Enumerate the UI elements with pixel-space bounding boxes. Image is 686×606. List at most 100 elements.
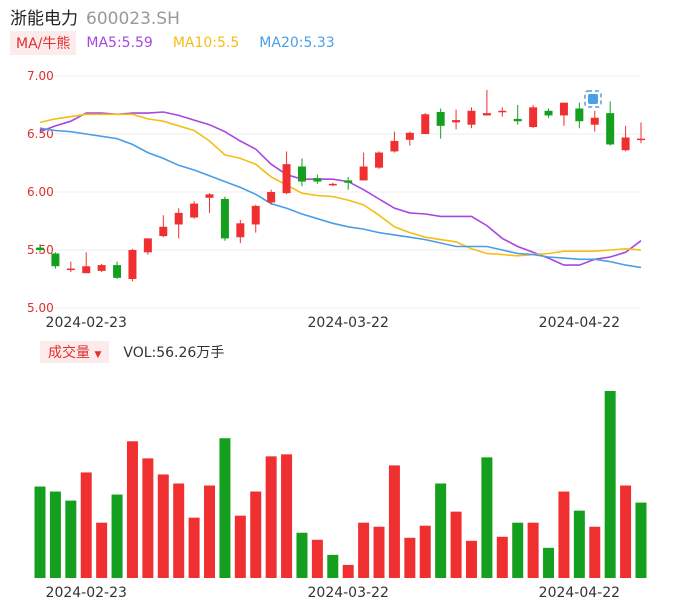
candle (51, 252, 60, 269)
candle (636, 122, 645, 144)
candle (405, 131, 414, 146)
stock-code: 600023.SH (86, 9, 180, 29)
stock-name: 浙能电力 (10, 9, 78, 29)
volume-value: VOL:56.26万手 (123, 345, 225, 361)
volume-bar (635, 502, 647, 578)
candle (190, 201, 199, 219)
candle (436, 108, 445, 139)
volume-bar (435, 483, 447, 578)
volume-bar (265, 456, 277, 578)
volume-bar (388, 465, 400, 578)
candle-body (590, 117, 599, 125)
volume-bar (373, 526, 385, 578)
x-tick-label: 2024-03-22 (308, 585, 389, 601)
candle (559, 102, 568, 126)
volume-bar (219, 438, 231, 578)
volume-bar (126, 441, 138, 578)
y-tick-label: 6.50 (27, 127, 54, 141)
volume-bar (481, 457, 493, 578)
y-tick-label: 7.00 (27, 69, 54, 83)
candle-body (498, 110, 507, 113)
x-tick-label: 2024-03-22 (308, 315, 389, 331)
stock-header: 浙能电力 600023.SH (10, 4, 180, 29)
candle (143, 238, 152, 255)
candle (390, 131, 399, 153)
candle-body (575, 108, 584, 122)
candle-body (559, 102, 568, 116)
candle (359, 152, 368, 181)
volume-bar (465, 540, 477, 578)
volume-bar (142, 458, 154, 578)
candle-body (405, 132, 414, 140)
candle (375, 151, 384, 169)
candle-body (313, 178, 322, 182)
candle (97, 263, 106, 273)
candle-body (529, 107, 538, 128)
candle (159, 215, 168, 238)
x-tick-label: 2024-04-22 (539, 585, 620, 601)
candle (575, 102, 584, 129)
ma-indicator-tag[interactable]: MA/牛熊 (10, 31, 77, 55)
volume-bar (512, 522, 524, 578)
volume-bar (558, 491, 570, 578)
candle-body (267, 192, 276, 203)
caret-down-icon: ▼ (94, 350, 102, 360)
volume-bar (96, 522, 108, 578)
candle-body (143, 238, 152, 253)
candle (282, 151, 291, 195)
volume-bar (620, 485, 632, 578)
y-tick-label: 6.00 (27, 185, 54, 199)
candle (344, 176, 353, 190)
candle (513, 105, 522, 125)
ma-lines (39, 111, 642, 269)
candle (606, 101, 615, 146)
candle-body (282, 164, 291, 194)
ma5-legend: MA5:5.59 (86, 35, 153, 51)
volume-indicator-tag[interactable]: 成交量 ▼ (40, 341, 110, 363)
candle-body (174, 212, 183, 225)
candle-body (467, 110, 476, 125)
candle (421, 113, 430, 134)
ma5-line (39, 111, 642, 266)
volume-bar (296, 532, 308, 578)
candle-body (636, 138, 645, 141)
x-tick-label: 2024-02-23 (46, 315, 127, 331)
candles (36, 89, 645, 282)
ma10-legend: MA10:5.5 (172, 35, 240, 51)
candle (297, 158, 306, 187)
candle (590, 110, 599, 132)
candle-body (421, 114, 430, 134)
candle-body (328, 183, 337, 186)
candle (66, 261, 75, 273)
candle (267, 189, 276, 205)
volume-bar (111, 494, 123, 578)
candle-body (66, 268, 75, 271)
candle (482, 89, 491, 116)
candle-body (452, 120, 461, 123)
price-x-axis: 2024-02-23 2024-03-22 2024-04-22 (46, 315, 620, 331)
candle-body (97, 265, 106, 271)
candle-body (190, 203, 199, 218)
candle-body (236, 223, 245, 238)
ma-legend: MA/牛熊 MA5:5.59 MA10:5.5 MA20:5.33 (10, 31, 355, 55)
candle (544, 108, 553, 118)
volume-bar (496, 536, 508, 578)
candle-body (251, 205, 260, 225)
volume-bar (173, 483, 185, 578)
candle (82, 252, 91, 274)
volume-bar (34, 486, 46, 578)
candle-body (606, 113, 615, 145)
price-y-axis: 7.006.506.005.505.00 (27, 69, 54, 315)
candle (498, 107, 507, 117)
candle-body (113, 265, 122, 278)
volume-bar (604, 391, 616, 578)
y-tick-label: 5.00 (27, 301, 54, 315)
volume-bar (234, 515, 246, 578)
marker-icon[interactable] (588, 94, 598, 104)
candle-body (359, 166, 368, 181)
volume-bar (65, 500, 77, 578)
candle (220, 196, 229, 241)
volume-bar (589, 526, 601, 578)
ma20-line (39, 127, 642, 269)
candle (529, 105, 538, 129)
